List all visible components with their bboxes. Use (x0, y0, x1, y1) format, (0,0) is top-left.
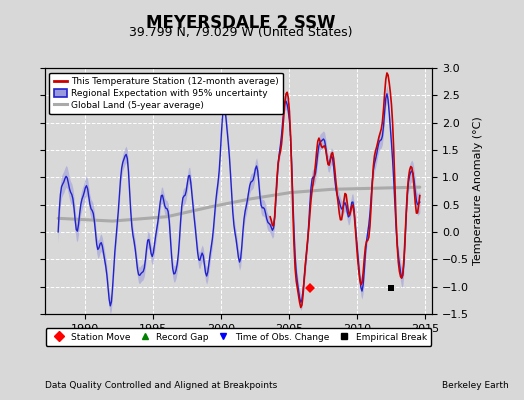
Text: Data Quality Controlled and Aligned at Breakpoints: Data Quality Controlled and Aligned at B… (45, 381, 277, 390)
Text: 39.799 N, 79.029 W (United States): 39.799 N, 79.029 W (United States) (129, 26, 353, 39)
Text: Berkeley Earth: Berkeley Earth (442, 381, 508, 390)
Text: MEYERSDALE 2 SSW: MEYERSDALE 2 SSW (146, 14, 336, 32)
Y-axis label: Temperature Anomaly (°C): Temperature Anomaly (°C) (473, 117, 483, 265)
Legend: Station Move, Record Gap, Time of Obs. Change, Empirical Break: Station Move, Record Gap, Time of Obs. C… (46, 328, 431, 346)
Legend: This Temperature Station (12-month average), Regional Expectation with 95% uncer: This Temperature Station (12-month avera… (49, 72, 283, 114)
